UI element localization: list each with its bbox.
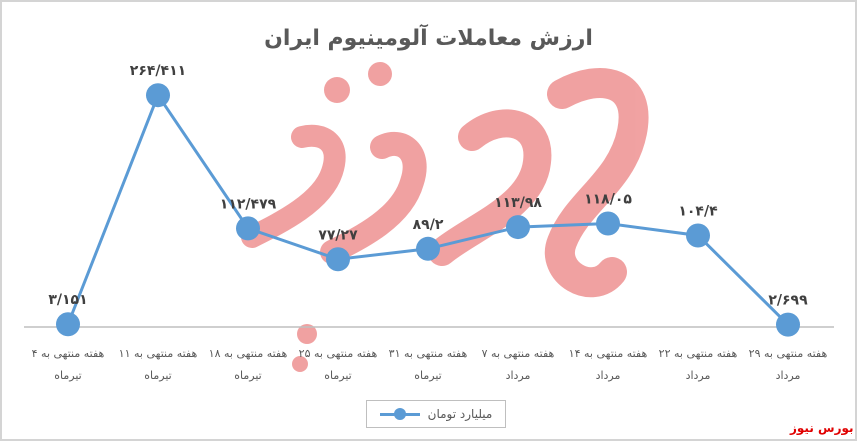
x-tick-labels: هفته منتهی به ۴ تیرماه هفته منتهی به ۱۱ تیر… xyxy=(32,347,828,382)
data-point xyxy=(236,216,260,241)
data-point xyxy=(506,215,530,240)
x-tick-label: هفته منتهی به ۱۱ تیرماه xyxy=(119,347,198,382)
legend-label: میلیارد تومان xyxy=(427,407,493,421)
x-tick-label: هفته منتهی به ۱۸ تیرماه xyxy=(209,347,288,382)
x-tick-label: هفته منتهی به ۲۵ تیرماه xyxy=(299,347,378,382)
data-label: ۱۰۴/۴ xyxy=(678,203,718,219)
x-tick-label: هفته منتهی به ۲۲ مرداد xyxy=(659,347,738,382)
series-layer: ۳/۱۵۱ ۲۶۴/۴۱۱ ۱۱۲/۴۷۹ ۷۷/۲۷ ۸۹/۲ ۱۱۳/۹۸ ۱۱۸/۰۵… xyxy=(48,63,808,337)
x-tick-label: هفته منتهی به ۴ تیرماه xyxy=(32,347,105,382)
data-point xyxy=(776,312,800,337)
chart-legend: میلیارد تومان xyxy=(366,400,506,428)
data-label: ۱۱۲/۴۷۹ xyxy=(220,196,277,212)
bourse-news-watermark-logo xyxy=(241,62,649,372)
x-tick-label: هفته منتهی به ۳۱ تیرماه xyxy=(389,347,468,382)
data-label: ۷۷/۲۷ xyxy=(318,227,358,243)
data-point xyxy=(416,236,440,261)
data-label: ۸۹/۲ xyxy=(413,217,444,233)
data-point xyxy=(146,83,170,108)
data-label: ۲۶۴/۴۱۱ xyxy=(130,63,186,79)
x-tick-label: هفته منتهی به ۱۴ مرداد xyxy=(569,347,648,382)
data-label: ۱۱۳/۹۸ xyxy=(494,195,542,211)
data-point xyxy=(326,247,350,272)
data-point xyxy=(596,211,620,236)
data-point xyxy=(686,223,710,248)
x-tick-label: هفته منتهی به ۷ مرداد xyxy=(482,347,555,382)
data-label: ۲/۶۹۹ xyxy=(768,293,808,309)
data-point xyxy=(56,312,80,337)
x-tick-label: هفته منتهی به ۲۹ مرداد xyxy=(749,347,828,382)
chart-title: ارزش معاملات آلومینیوم ایران xyxy=(264,26,593,51)
data-label: ۱۱۸/۰۵ xyxy=(584,192,632,208)
data-label: ۳/۱۵۱ xyxy=(48,292,87,308)
legend-swatch xyxy=(379,408,420,420)
source-watermark-text: بورس نیوز xyxy=(790,421,854,435)
